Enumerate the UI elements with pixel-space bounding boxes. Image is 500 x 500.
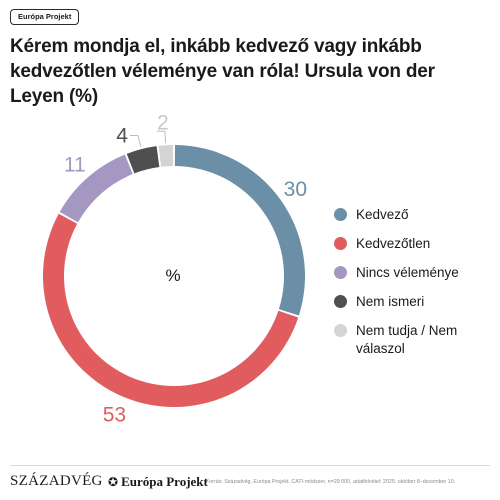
legend-item-kedvezotlen: Kedvezőtlen xyxy=(334,235,494,253)
leader-line-nem-tudja-nem-valaszol xyxy=(156,130,167,144)
value-label-nem-ismeri: 4 xyxy=(116,125,128,148)
slice-nem-ismeri xyxy=(126,146,160,174)
slice-nem-tudja-nem-valaszol xyxy=(158,145,174,167)
legend-label: Kedvezőtlen xyxy=(356,236,431,251)
chart-title: Kérem mondja el, inkább kedvező vagy ink… xyxy=(10,36,435,107)
europa-projekt-logo: ✪ Európa Projekt xyxy=(108,474,208,490)
slice-kedvezo xyxy=(174,145,305,316)
legend-item-nincs-velemenye: Nincs véleménye xyxy=(334,264,494,282)
footer-divider xyxy=(10,465,490,466)
legend-swatch xyxy=(334,208,347,221)
value-label-nem-tudja-nem-valaszol: 2 xyxy=(157,111,169,134)
legend-swatch xyxy=(334,324,347,337)
center-label: % xyxy=(165,266,180,285)
value-label-kedvezotlen: 53 xyxy=(103,404,126,427)
value-label-kedvezo: 30 xyxy=(284,178,307,201)
source-note: Forrás: Századvég, Európa Projekt. CATI-… xyxy=(206,479,456,485)
legend-item-nem-tudja-nem-valaszol: Nem tudja / Nem válaszol xyxy=(334,322,494,358)
slice-kedvezotlen xyxy=(43,213,299,407)
legend-item-nem-ismeri: Nem ismeri xyxy=(334,293,494,311)
stars-icon: ✪ xyxy=(108,475,119,489)
legend-swatch xyxy=(334,237,347,250)
legend-item-kedvezo: Kedvező xyxy=(334,206,494,224)
leader-line-nem-ismeri xyxy=(129,135,142,148)
legend-label: Nincs véleménye xyxy=(356,265,459,280)
szazadveg-logo: SZÁZADVÉG xyxy=(10,473,103,489)
legend-label: Nem ismeri xyxy=(356,294,425,309)
legend-swatch xyxy=(334,266,347,279)
legend-label: Nem tudja / Nem válaszol xyxy=(356,323,458,356)
project-badge: Európa Projekt xyxy=(10,9,80,25)
legend: Kedvező Kedvezőtlen Nincs véleménye Nem ism… xyxy=(334,206,494,369)
slice-nincs-velemenye xyxy=(59,154,133,223)
value-label-nincs-velemenye: 11 xyxy=(64,153,86,176)
legend-swatch xyxy=(334,295,347,308)
europa-projekt-label: Európa Projekt xyxy=(121,474,208,489)
legend-label: Kedvező xyxy=(356,207,409,222)
